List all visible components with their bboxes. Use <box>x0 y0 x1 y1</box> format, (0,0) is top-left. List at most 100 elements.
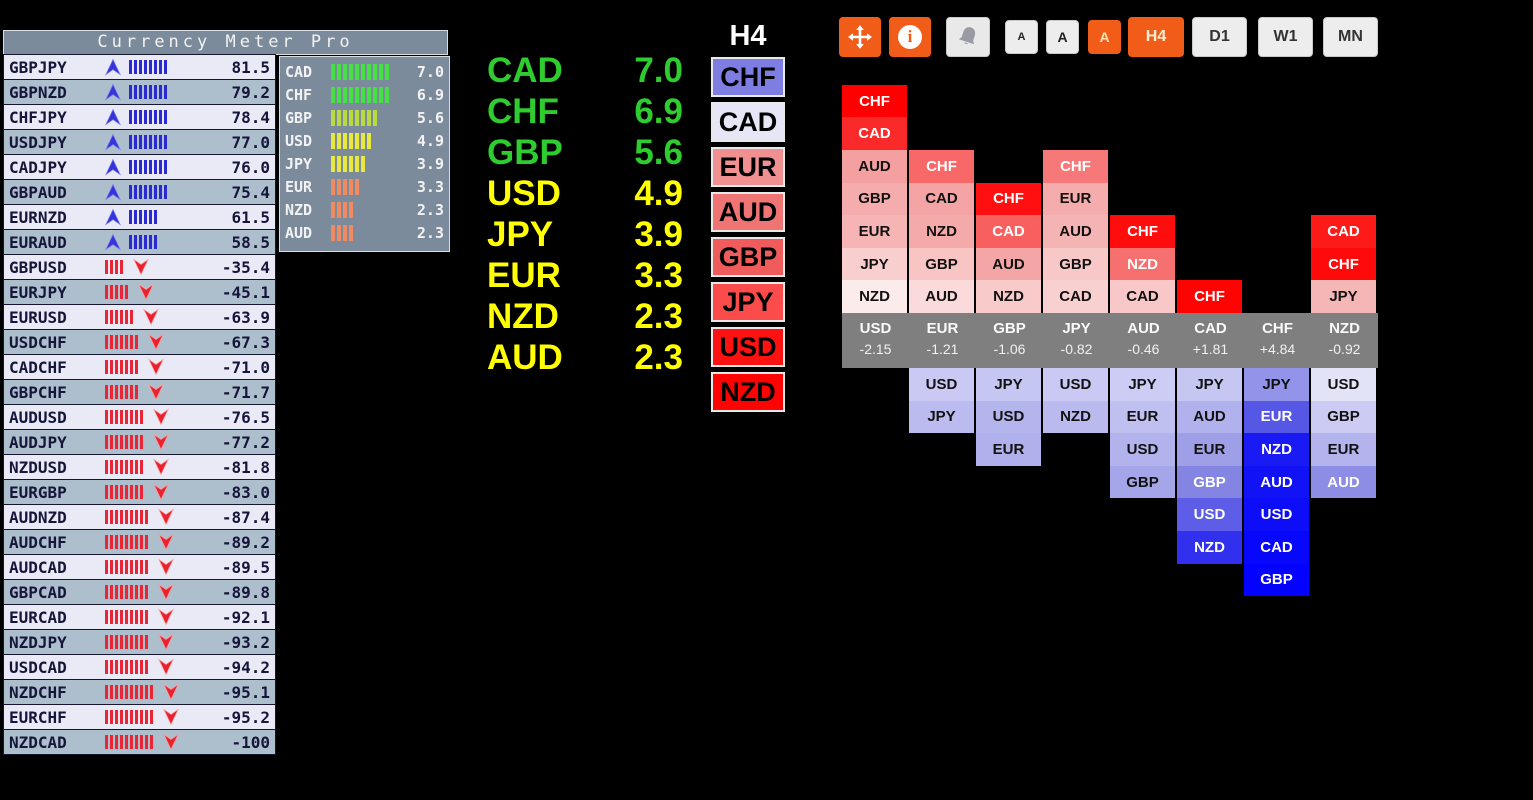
pair-row[interactable]: AUDJPY -77.2 <box>3 429 276 455</box>
bell-button[interactable] <box>946 17 990 57</box>
pair-row[interactable]: GBPUSD -35.4 <box>3 254 276 280</box>
strength-row: NZD 2.3 <box>285 198 444 221</box>
auto-active-button[interactable]: A <box>1088 20 1121 54</box>
panel-title: Currency Meter Pro <box>3 30 448 55</box>
strength-value: 3.9 <box>416 154 444 173</box>
strength-value: 6.9 <box>416 85 444 104</box>
big-strength-code: AUD <box>487 337 563 377</box>
pair-row[interactable]: NZDCHF -95.1 <box>3 679 276 705</box>
strength-row: CAD 7.0 <box>285 60 444 83</box>
big-strength-value: 3.9 <box>634 214 683 254</box>
pair-row[interactable]: GBPAUD 75.4 <box>3 179 276 205</box>
strength-bars <box>331 86 398 103</box>
strength-bars <box>331 178 398 195</box>
pair-row[interactable]: EURGBP -83.0 <box>3 479 276 505</box>
tf-w1-button[interactable]: W1 <box>1258 17 1313 57</box>
pair-row[interactable]: NZDUSD -81.8 <box>3 454 276 480</box>
big-strength-code: CAD <box>487 50 563 90</box>
momentum-bars <box>105 685 155 699</box>
auto-small-button[interactable]: A <box>1005 20 1038 54</box>
pair-row[interactable]: NZDJPY -93.2 <box>3 629 276 655</box>
heatmap-upper: CHF CAD AUD GBP EUR JPY NZD CHF CAD NZD GBP AUD CHF C… <box>842 84 1378 313</box>
strength-row: USD 4.9 <box>285 129 444 152</box>
heatmap-column-above-chf <box>1244 85 1309 313</box>
tf-h4-button[interactable]: H4 <box>1128 17 1184 57</box>
big-strength-value: 4.9 <box>634 173 683 213</box>
heatmap-base-row: USD -2.15 EUR -1.21 GBP -1.06 JPY -0.82 AUD -0.46… <box>842 313 1378 368</box>
heatmap-tile: CAD <box>909 182 974 216</box>
pair-row[interactable]: USDCAD -94.2 <box>3 654 276 680</box>
pair-row[interactable]: EURAUD 58.5 <box>3 229 276 255</box>
pair-value: -95.1 <box>221 682 270 702</box>
strength-row: GBP 5.6 <box>285 106 444 129</box>
pair-row[interactable]: AUDUSD -76.5 <box>3 404 276 430</box>
heatmap-column-above-aud: CHF NZD CAD <box>1110 85 1175 313</box>
momentum-bars <box>129 235 159 249</box>
heatmap-tile: CAD <box>1311 215 1376 248</box>
pair-row[interactable]: GBPJPY 81.5 <box>3 54 276 80</box>
pair-value: -77.2 <box>221 432 270 452</box>
pair-name: GBPJPY <box>9 57 67 77</box>
strength-code: NZD <box>285 200 313 219</box>
tf-d1-button[interactable]: D1 <box>1192 17 1247 57</box>
down-arrow-icon <box>149 457 173 477</box>
pair-row[interactable]: CADCHF -71.0 <box>3 354 276 380</box>
pair-name: NZDJPY <box>9 632 67 652</box>
pair-value: -35.4 <box>221 257 270 277</box>
pair-row[interactable]: AUDNZD -87.4 <box>3 504 276 530</box>
momentum-bars <box>129 85 169 99</box>
momentum-bars <box>129 60 169 74</box>
heatmap-tile: AUD <box>842 150 907 183</box>
heatmap-tile: JPY <box>1177 368 1242 401</box>
up-arrow-icon <box>101 232 125 252</box>
momentum-bars <box>105 660 150 674</box>
auto-button[interactable]: A <box>1046 20 1079 54</box>
pair-row[interactable]: CADJPY 76.0 <box>3 154 276 180</box>
strength-big-list: CAD 7.0 CHF 6.9 GBP 5.6 USD 4.9 JPY 3.9 EUR 3.3 NZD 2… <box>487 50 683 378</box>
pair-value: 78.4 <box>231 107 270 127</box>
pair-row[interactable]: GBPCHF -71.7 <box>3 379 276 405</box>
pair-row[interactable]: CHFJPY 78.4 <box>3 104 276 130</box>
pair-row[interactable]: EURJPY -45.1 <box>3 279 276 305</box>
down-arrow-icon <box>144 357 168 377</box>
strength-value: 2.3 <box>416 200 444 219</box>
down-arrow-icon <box>159 732 183 752</box>
big-strength-row: CAD 7.0 <box>487 50 683 91</box>
base-value: +1.81 <box>1192 341 1229 357</box>
pair-indicator <box>101 457 214 477</box>
pair-row[interactable]: AUDCAD -89.5 <box>3 554 276 580</box>
strength-row: JPY 3.9 <box>285 152 444 175</box>
pair-value: -63.9 <box>221 307 270 327</box>
pair-row[interactable]: USDCHF -67.3 <box>3 329 276 355</box>
momentum-bars <box>105 435 145 449</box>
pair-indicator <box>101 307 214 327</box>
pair-value: -71.0 <box>221 357 270 377</box>
pair-row[interactable]: EURNZD 61.5 <box>3 204 276 230</box>
pair-row[interactable]: GBPCAD -89.8 <box>3 579 276 605</box>
pair-row[interactable]: EURCHF -95.2 <box>3 704 276 730</box>
big-strength-code: GBP <box>487 132 563 172</box>
pair-name: CADCHF <box>9 357 67 377</box>
down-arrow-icon <box>154 532 178 552</box>
pair-row[interactable]: EURUSD -63.9 <box>3 304 276 330</box>
pair-row[interactable]: EURCAD -92.1 <box>3 604 276 630</box>
tf-mn-button[interactable]: MN <box>1323 17 1378 57</box>
heatmap-tile: USD <box>1244 498 1309 531</box>
pair-row[interactable]: AUDCHF -89.2 <box>3 529 276 555</box>
pair-row[interactable]: NZDCAD -100 <box>3 729 276 755</box>
pair-value: -87.4 <box>221 507 270 527</box>
heatmap-column-below-aud: JPY EUR USD GBP <box>1110 368 1175 600</box>
pair-indicator <box>101 557 214 577</box>
base-currency: NZD <box>1329 320 1360 337</box>
info-button[interactable]: i <box>889 17 931 57</box>
move-arrows-button[interactable] <box>839 17 881 57</box>
pair-row[interactable]: GBPNZD 79.2 <box>3 79 276 105</box>
big-strength-code: JPY <box>487 214 554 254</box>
pair-name: EURJPY <box>9 282 67 302</box>
heatmap-column-above-cad: CHF <box>1177 85 1242 313</box>
pair-row[interactable]: USDJPY 77.0 <box>3 129 276 155</box>
down-arrow-icon <box>154 657 178 677</box>
heatmap-column-below-usd <box>842 368 907 600</box>
pair-indicator <box>101 657 214 677</box>
pair-value: 77.0 <box>231 132 270 152</box>
